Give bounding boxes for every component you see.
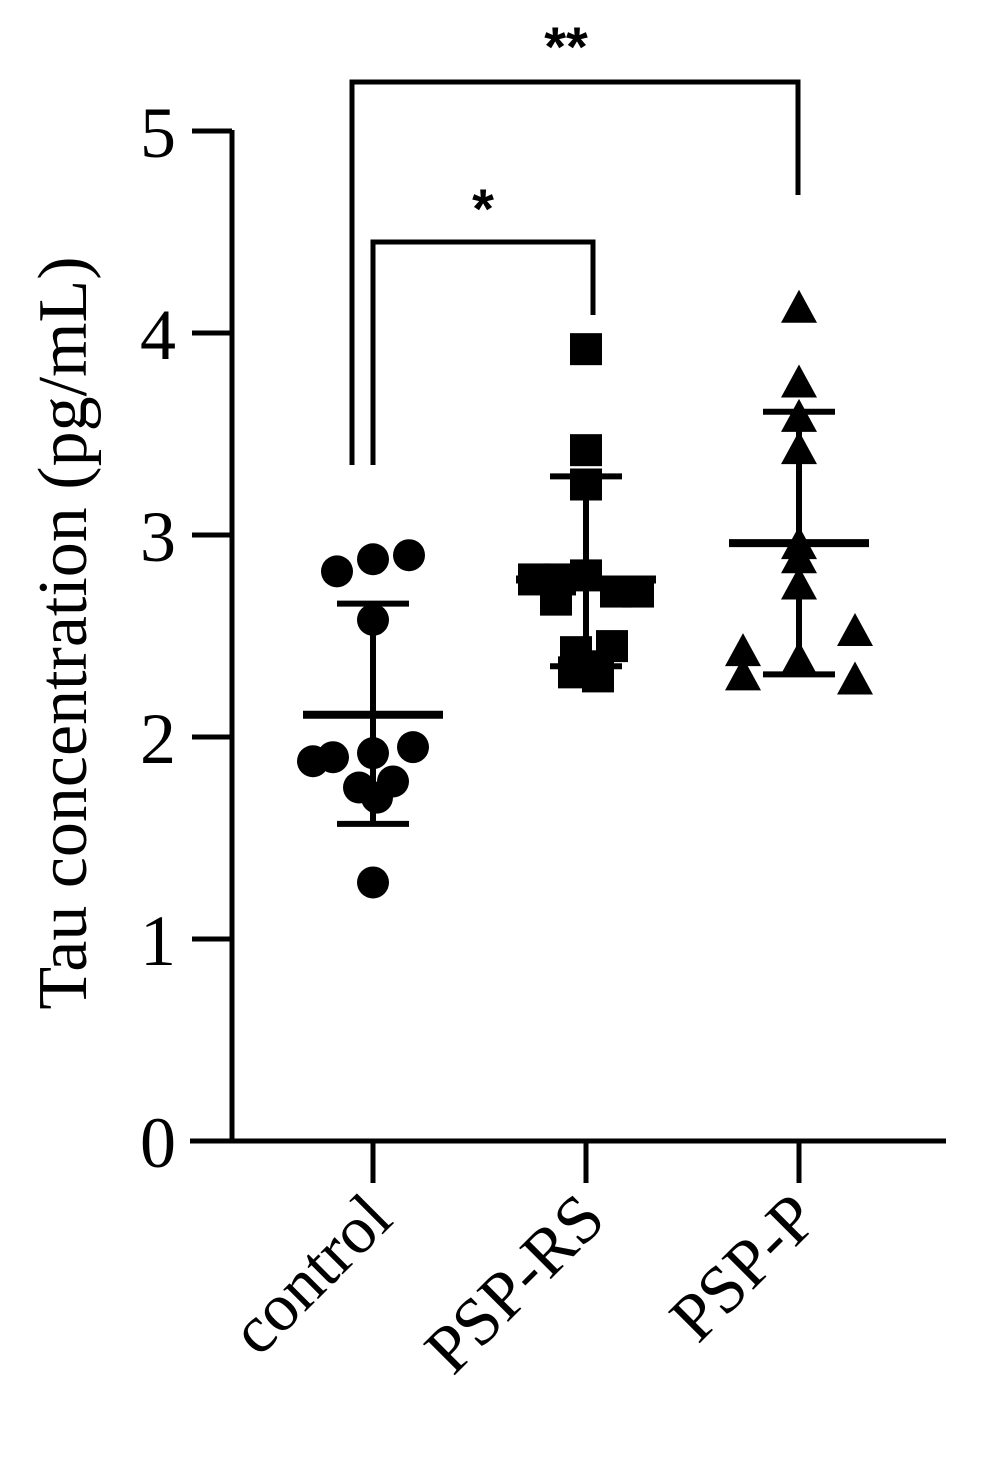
data-point xyxy=(837,661,873,695)
data-point xyxy=(570,434,602,467)
y-tick-label: 5 xyxy=(140,93,176,173)
significance-bracket xyxy=(349,79,801,465)
x-tick-label-psp-p: PSP-P xyxy=(655,1179,832,1356)
data-point xyxy=(540,583,572,616)
significance-label: ** xyxy=(544,15,588,78)
data-point xyxy=(725,657,761,691)
data-point xyxy=(781,364,817,398)
y-ticks: 0 1 2 3 4 5 xyxy=(140,93,232,1183)
data-point xyxy=(393,539,425,572)
data-point xyxy=(361,781,393,814)
y-tick-label: 4 xyxy=(140,295,176,375)
data-point xyxy=(397,731,429,764)
data-point xyxy=(357,543,389,576)
axes xyxy=(190,130,946,1144)
y-tick-label: 2 xyxy=(140,699,176,779)
significance-brackets: *** xyxy=(349,15,801,465)
y-tick-label: 0 xyxy=(140,1103,176,1183)
data-point xyxy=(297,745,329,778)
data-point xyxy=(725,633,761,667)
y-axis-title: Tau concentration (pg/mL) xyxy=(25,256,102,1009)
x-tick-label-psp-rs: PSP-RS xyxy=(410,1179,619,1388)
x-tick-label-control: control xyxy=(216,1179,406,1369)
data-point xyxy=(837,612,873,646)
y-tick-label: 1 xyxy=(140,901,176,981)
y-tick-label: 3 xyxy=(140,497,176,577)
significance-label: * xyxy=(472,177,494,240)
mean-sd-bars xyxy=(303,408,869,827)
data-point xyxy=(781,289,817,323)
data-point xyxy=(570,333,602,366)
x-ticks: control PSP-RS PSP-P xyxy=(216,1141,832,1388)
data-point xyxy=(357,866,389,899)
significance-bracket xyxy=(370,239,596,465)
data-point xyxy=(321,555,353,588)
